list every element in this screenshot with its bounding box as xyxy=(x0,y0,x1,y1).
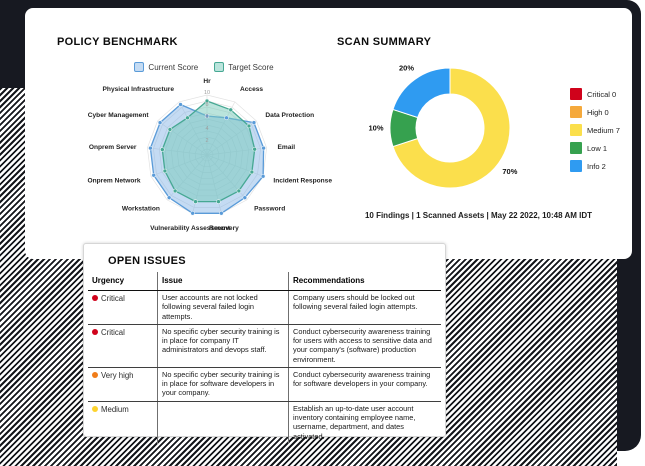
policy-benchmark-radar-chart: 2 4 6 8 10 Hr Access Data Protection Email Incide… xyxy=(87,78,332,232)
urgency-label: Medium xyxy=(101,404,129,414)
urgency-cell: Very high xyxy=(88,368,157,401)
legend-label-target-score: Target Score xyxy=(228,62,274,72)
open-issues-card: OPEN ISSUES Urgency Issue Recommendation… xyxy=(83,243,446,444)
legend-item-low: Low 1 xyxy=(570,142,620,154)
legend-label-current-score: Current Score xyxy=(148,62,199,72)
scan-summary-title: SCAN SUMMARY xyxy=(337,36,432,48)
svg-text:Hr: Hr xyxy=(203,78,211,85)
policy-benchmark-title: POLICY BENCHMARK xyxy=(57,36,178,48)
svg-text:Recovery: Recovery xyxy=(209,225,239,232)
critical-swatch xyxy=(570,88,582,100)
column-header-urgency: Urgency xyxy=(92,276,125,285)
urgency-cell: Medium xyxy=(88,402,157,444)
column-header-recommendations: Recommendations xyxy=(288,272,441,290)
svg-text:Access: Access xyxy=(240,86,263,93)
recommendation-cell: Conduct cybersecurity awareness training… xyxy=(288,367,441,401)
svg-text:20%: 20% xyxy=(399,64,414,73)
summary-card: POLICY BENCHMARK Current Score Target Sc… xyxy=(25,8,632,259)
svg-text:Data Protection: Data Protection xyxy=(265,112,314,119)
critical-dot-icon xyxy=(92,295,98,301)
urgency-label: Critical xyxy=(101,327,125,337)
svg-text:Email: Email xyxy=(277,144,295,151)
current-score-swatch xyxy=(134,62,145,72)
svg-text:Incident Response: Incident Response xyxy=(273,178,332,185)
urgency-cell: Critical xyxy=(88,325,157,367)
critical-dot-icon xyxy=(92,328,98,335)
legend-item-target-score: Target Score xyxy=(214,62,274,72)
table-header-row: Urgency Issue Recommendations xyxy=(88,272,441,291)
target-score-swatch xyxy=(214,62,225,72)
medium-swatch xyxy=(570,124,582,136)
legend-label-medium: Medium 7 xyxy=(587,125,620,135)
issue-cell: User accounts are not locked following s… xyxy=(157,291,288,324)
scan-summary-legend: Critical 0 High 0 Medium 7 Low 1 Info 2 xyxy=(570,88,620,178)
svg-text:Password: Password xyxy=(254,206,285,213)
open-issues-table: Urgency Issue Recommendations Critical U… xyxy=(88,272,441,444)
recommendation-cell: Company users should be locked out follo… xyxy=(288,291,441,324)
issue-cell: No specific cyber security training is i… xyxy=(157,324,288,367)
recommendation-cell: Establish an up-to-date user account inv… xyxy=(288,401,441,444)
table-row: Very high No specific cyber security tra… xyxy=(88,367,441,402)
info-swatch xyxy=(570,160,582,172)
open-issues-title: OPEN ISSUES xyxy=(108,255,186,267)
legend-label-critical: Critical 0 xyxy=(587,89,617,99)
high-swatch xyxy=(570,106,582,118)
scan-summary-caption: 10 Findings | 1 Scanned Assets | May 22 … xyxy=(364,211,593,220)
svg-text:70%: 70% xyxy=(502,167,517,176)
urgency-label: Critical xyxy=(101,294,125,303)
legend-item-high: High 0 xyxy=(570,106,620,118)
legend-item-current-score: Current Score xyxy=(134,62,198,72)
svg-text:Onprem Network: Onprem Network xyxy=(87,178,140,185)
radar-legend: Current Score Target Score xyxy=(54,62,354,72)
svg-text:8: 8 xyxy=(205,102,208,108)
very-high-dot-icon xyxy=(92,371,98,378)
svg-text:10: 10 xyxy=(204,90,210,96)
legend-item-info: Info 2 xyxy=(570,160,620,172)
scan-summary-donut-chart: 70% 10% 20% xyxy=(368,64,518,189)
svg-text:6: 6 xyxy=(205,114,208,120)
svg-text:Onprem Server: Onprem Server xyxy=(89,144,137,151)
table-row: Critical No specific cyber security trai… xyxy=(88,324,441,368)
svg-text:4: 4 xyxy=(205,126,208,132)
urgency-cell: Critical xyxy=(88,291,157,324)
svg-text:Physical Infrastructure: Physical Infrastructure xyxy=(103,86,175,93)
low-swatch xyxy=(570,142,582,154)
svg-text:10%: 10% xyxy=(368,124,383,133)
urgency-label: Very high xyxy=(101,370,134,380)
issue-cell: No specific cyber security training is i… xyxy=(157,367,288,401)
legend-label-low: Low 1 xyxy=(587,143,608,153)
recommendation-cell: Conduct cybersecurity awareness training… xyxy=(288,324,441,367)
legend-item-critical: Critical 0 xyxy=(570,88,620,100)
svg-text:Vulnerability Assessment: Vulnerability Assessment xyxy=(150,225,231,232)
table-row: Critical User accounts are not locked fo… xyxy=(88,291,441,325)
issue-cell xyxy=(157,401,288,444)
legend-label-high: High 0 xyxy=(587,107,609,117)
table-row: Medium Establish an up-to-date user acco… xyxy=(88,401,441,444)
medium-dot-icon xyxy=(92,405,98,412)
svg-text:Cyber Management: Cyber Management xyxy=(88,112,150,119)
legend-label-info: Info 2 xyxy=(587,161,606,171)
legend-item-medium: Medium 7 xyxy=(570,124,620,136)
svg-text:Workstation: Workstation xyxy=(122,206,160,213)
svg-text:2: 2 xyxy=(205,138,208,144)
column-header-issue: Issue xyxy=(157,272,288,290)
